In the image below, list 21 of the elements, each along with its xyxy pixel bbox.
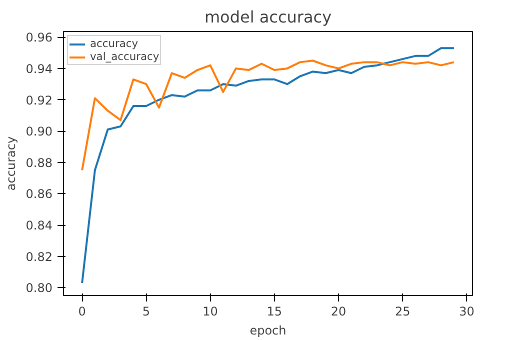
- x-tick-label: 5: [142, 304, 150, 318]
- x-tick-label: 15: [266, 304, 282, 318]
- y-tick-label: 0.80: [26, 281, 52, 296]
- y-tick-label: 0.84: [26, 218, 52, 233]
- y-tick-label: 0.90: [26, 124, 52, 139]
- y-tick-label: 0.88: [26, 156, 52, 170]
- y-axis-title: accuracy: [4, 136, 18, 191]
- x-tick-label: 30: [459, 304, 474, 318]
- x-axis-title: epoch: [250, 324, 286, 338]
- legend-label: accuracy: [90, 37, 138, 50]
- x-tick-label: 25: [394, 304, 410, 318]
- chart-title: model accuracy: [204, 8, 332, 26]
- y-tick-label: 0.86: [26, 187, 52, 202]
- legend-label: val_accuracy: [90, 50, 160, 63]
- x-tick-label: 0: [78, 304, 86, 318]
- y-tick-label: 0.82: [26, 250, 52, 264]
- y-tick-label: 0.92: [26, 93, 52, 108]
- y-tick-label: 0.94: [26, 62, 52, 76]
- y-tick-label: 0.96: [26, 30, 52, 45]
- x-tick-label: 10: [202, 304, 218, 318]
- x-tick-label: 20: [330, 304, 346, 318]
